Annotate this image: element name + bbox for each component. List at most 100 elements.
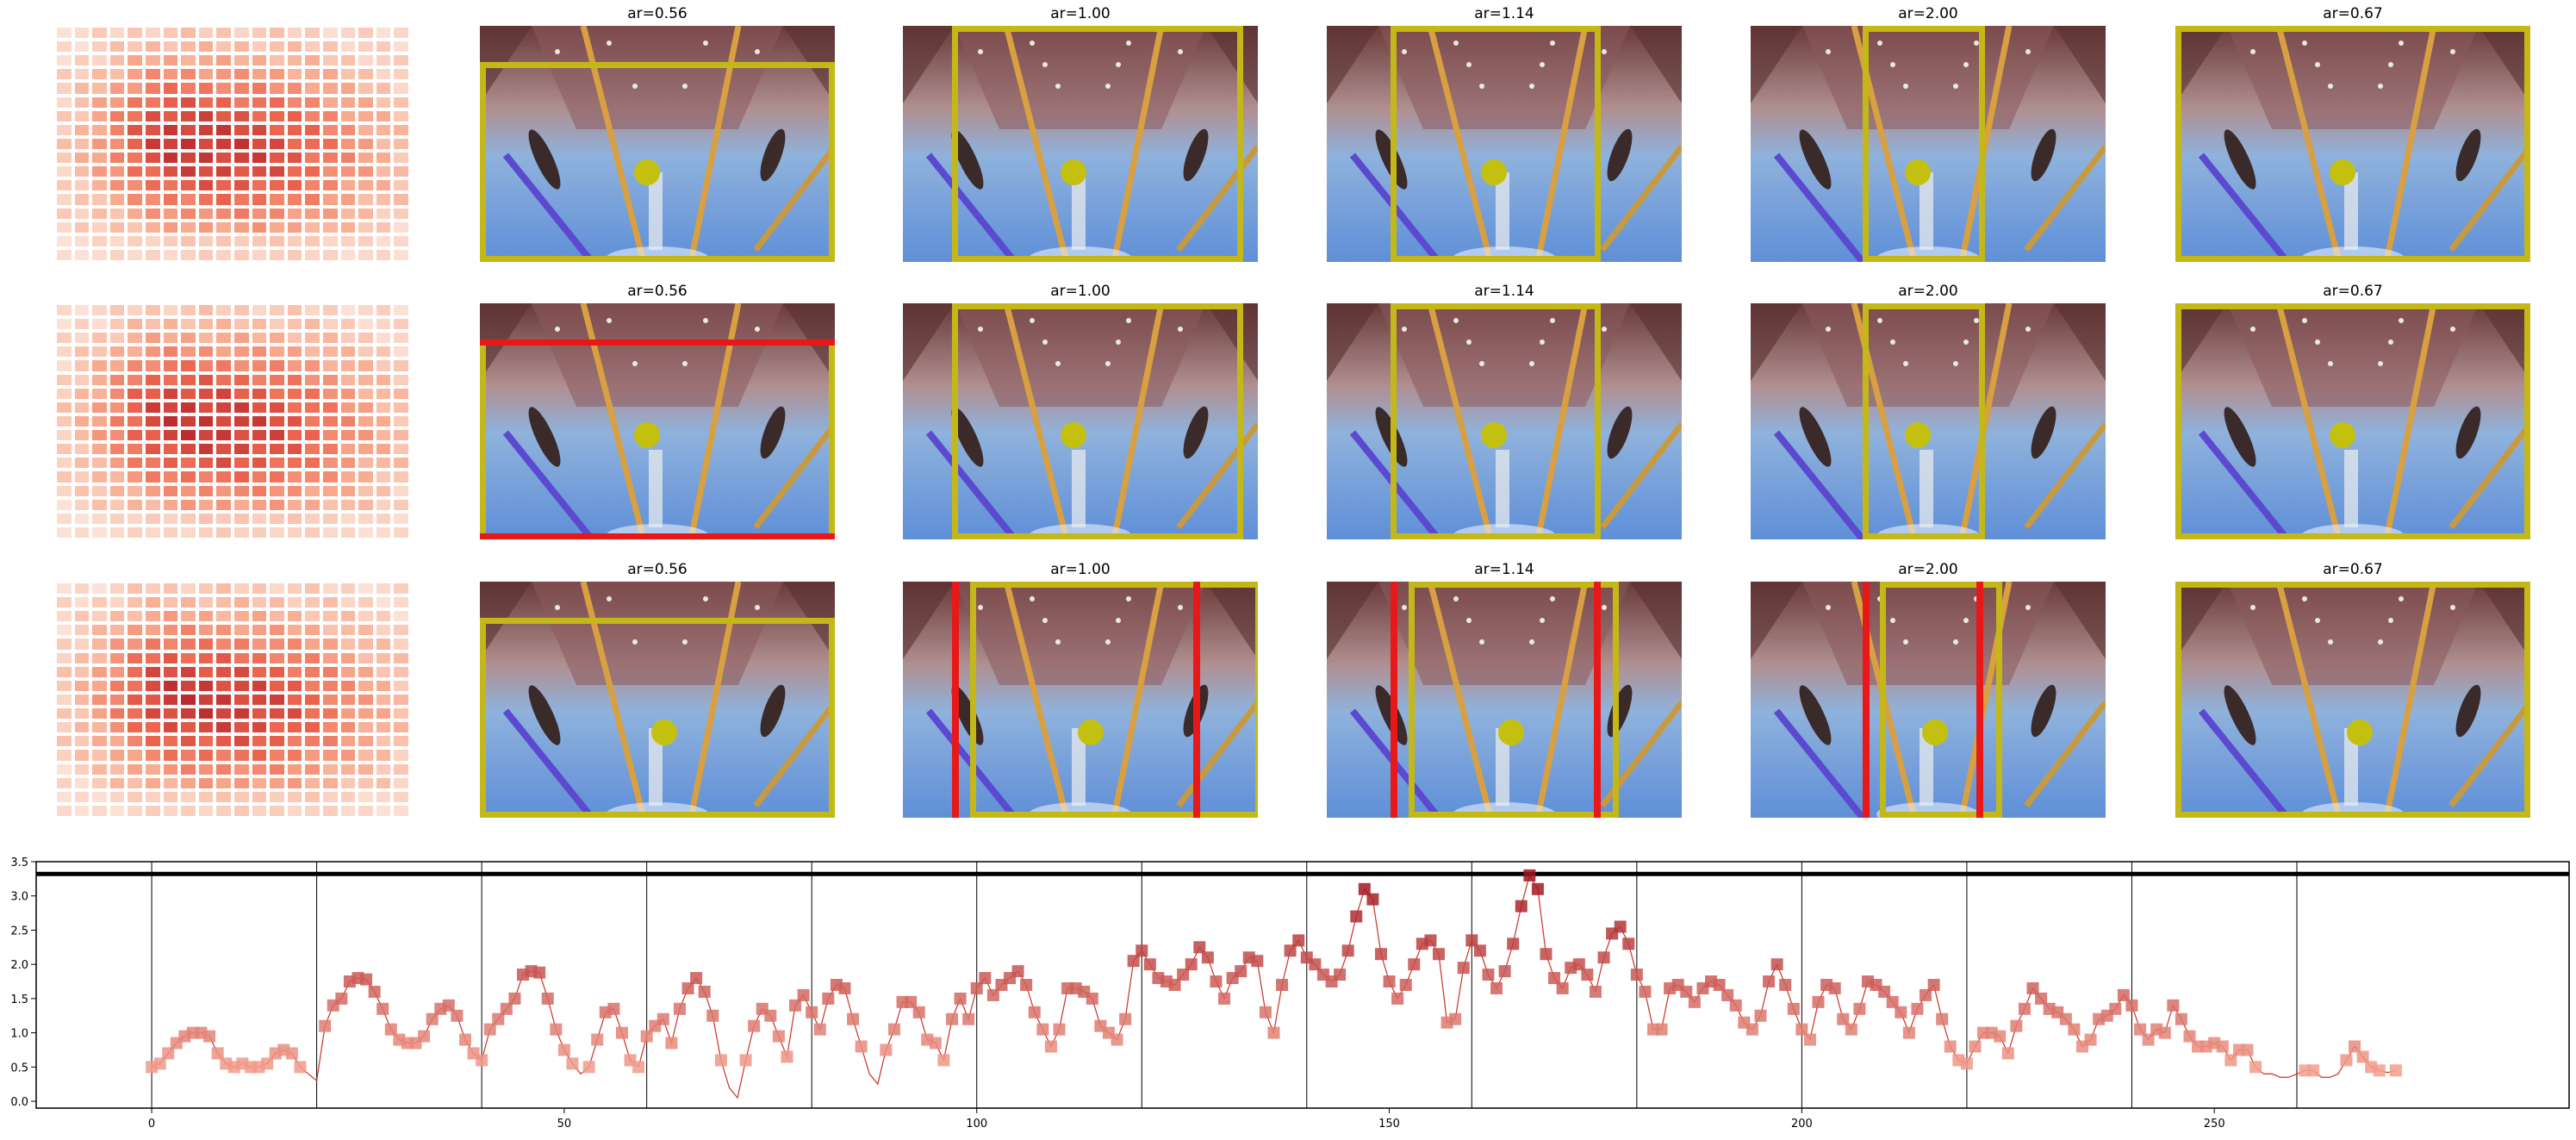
series-marker [203, 1030, 216, 1043]
heatmap-cell [109, 388, 125, 399]
heatmap-cell [92, 110, 107, 121]
heatmap-cell [109, 666, 125, 677]
heatmap-cell [376, 458, 391, 469]
heatmap-cell [128, 694, 142, 706]
heatmap-cell [394, 69, 408, 80]
heatmap-cell [358, 153, 373, 164]
heatmap-cell [181, 583, 196, 595]
heatmap-cell [74, 708, 90, 720]
heatmap-cell [340, 763, 356, 775]
heatmap-cell [198, 639, 214, 650]
heatmap-cell [252, 471, 267, 483]
heatmap-cell [181, 402, 196, 413]
heatmap-cell [234, 208, 249, 219]
heatmap-cell [376, 124, 391, 135]
series-marker [1944, 1040, 1957, 1053]
heatmap-cell [394, 430, 408, 441]
heatmap-cell [358, 110, 373, 121]
focus-point [1480, 422, 1507, 449]
heatmap-cell [394, 526, 408, 538]
heatmap-cell [198, 611, 214, 622]
heatmap-cell [323, 444, 338, 455]
pool-photo [903, 303, 1258, 539]
heatmap-cell [163, 499, 178, 510]
heatmap-cell [146, 221, 160, 233]
heatmap-cell [340, 736, 356, 747]
series-marker [855, 1040, 868, 1053]
heatmap-cell [358, 458, 373, 469]
heatmap-cell [323, 388, 338, 399]
heatmap-cell [128, 388, 142, 399]
heatmap-cell [216, 83, 231, 94]
heatmap-cell [376, 249, 391, 260]
heatmap-cell [305, 458, 320, 469]
x-tick-label: 200 [1791, 1118, 1813, 1131]
heatmap-cell [92, 333, 107, 344]
heatmap-cell [74, 625, 90, 636]
heatmap-cell [146, 694, 160, 706]
heatmap-cell [146, 166, 160, 178]
heatmap-cell [323, 333, 338, 344]
heatmap-cell [376, 41, 391, 53]
heatmap-cell [340, 28, 356, 39]
heatmap-cell [74, 180, 90, 191]
heatmap-cell [198, 194, 214, 205]
heatmap-cell [198, 750, 214, 761]
heatmap-cell [163, 402, 178, 413]
heatmap-cell [358, 83, 373, 94]
heatmap-cell [57, 791, 72, 802]
heatmap-cell [92, 499, 107, 510]
focus-point [1060, 422, 1086, 449]
heatmap-cell [394, 388, 408, 399]
heatmap-cell [109, 680, 125, 691]
heatmap-cell [305, 153, 320, 164]
heatmap-cell [57, 28, 72, 39]
series-marker [1927, 979, 1940, 991]
heatmap-cell [270, 319, 284, 330]
series-marker [1044, 1040, 1057, 1053]
heatmap-cell [287, 208, 302, 219]
heatmap-cell [323, 526, 338, 538]
heatmap-cell [181, 110, 196, 121]
heatmap-cell [358, 471, 373, 483]
heatmap-cell [181, 166, 196, 178]
heatmap-cell [163, 639, 178, 650]
heatmap-cell [252, 680, 267, 691]
heatmap-cell [146, 652, 160, 663]
heatmap-cell [340, 513, 356, 524]
heatmap-cell [376, 513, 391, 524]
heatmap-cell [394, 513, 408, 524]
heatmap-cell [216, 694, 231, 706]
heatmap-cell [163, 97, 178, 108]
heatmap-cell [216, 305, 231, 316]
heatmap-cell [216, 639, 231, 650]
heatmap-cell [340, 708, 356, 720]
heatmap-cell [358, 625, 373, 636]
heatmap-cell [323, 639, 338, 650]
heatmap-cell [358, 750, 373, 761]
heatmap-cell [181, 360, 196, 371]
series-marker [360, 973, 373, 986]
heatmap-cell [234, 180, 249, 191]
heatmap-cell [198, 83, 214, 94]
heatmap-cell [74, 153, 90, 164]
heatmap-cell [376, 791, 391, 802]
heatmap-cell [252, 333, 267, 344]
heatmap-cell [128, 444, 142, 455]
series-marker [1920, 988, 1932, 1001]
heatmap-cell [323, 708, 338, 720]
heatmap-cell [92, 736, 107, 747]
plot-frame [35, 861, 2570, 1109]
heatmap-cell [270, 110, 284, 121]
heatmap-cell [234, 124, 249, 135]
focus-point [2329, 159, 2355, 185]
heatmap-cell [92, 722, 107, 733]
series-marker [632, 1061, 645, 1074]
heatmap-cell [109, 791, 125, 802]
heatmap-cell [234, 69, 249, 80]
heatmap-cell [305, 471, 320, 483]
heatmap-cell [109, 458, 125, 469]
heatmap-cell [358, 249, 373, 260]
heatmap-cell [305, 708, 320, 720]
crop-box [480, 62, 835, 262]
